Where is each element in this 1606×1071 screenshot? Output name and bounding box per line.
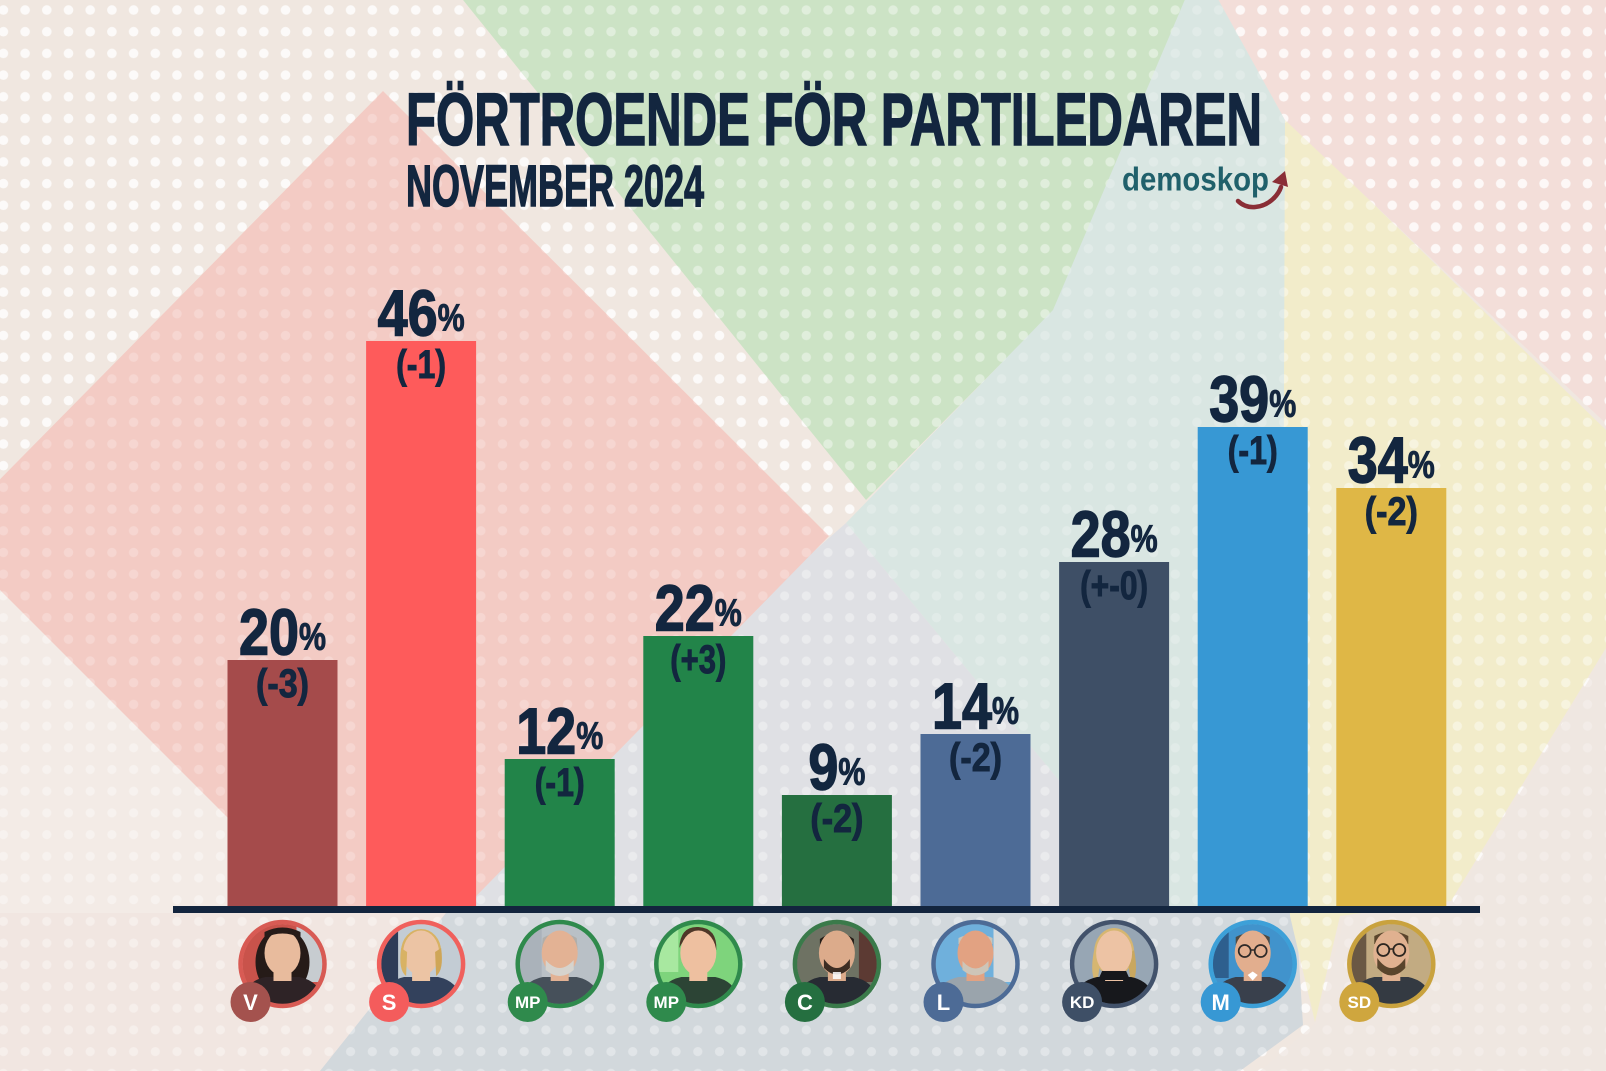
svg-text:20: 20 bbox=[239, 596, 299, 669]
svg-text:(+3): (+3) bbox=[670, 638, 726, 682]
svg-text:MP: MP bbox=[654, 993, 680, 1012]
svg-text:28: 28 bbox=[1071, 498, 1131, 571]
svg-text:%: % bbox=[1131, 519, 1158, 561]
svg-text:46: 46 bbox=[378, 277, 438, 350]
svg-text:12: 12 bbox=[516, 695, 576, 768]
svg-text:22: 22 bbox=[655, 572, 715, 645]
svg-text:NOVEMBER 2024: NOVEMBER 2024 bbox=[406, 154, 704, 219]
svg-text:%: % bbox=[1408, 445, 1435, 487]
svg-text:SD: SD bbox=[1347, 993, 1371, 1012]
svg-text:14: 14 bbox=[932, 670, 992, 743]
svg-text:(+-0): (+-0) bbox=[1080, 564, 1148, 608]
svg-text:%: % bbox=[576, 716, 603, 758]
svg-text:(-2): (-2) bbox=[949, 736, 1002, 780]
svg-text:9: 9 bbox=[808, 731, 838, 804]
svg-text:%: % bbox=[715, 593, 742, 635]
svg-text:%: % bbox=[1269, 384, 1296, 426]
svg-text:FÖRTROENDE FÖR PARTILEDAREN: FÖRTROENDE FÖR PARTILEDAREN bbox=[406, 78, 1262, 161]
svg-text:(-2): (-2) bbox=[810, 797, 863, 841]
svg-text:(-1): (-1) bbox=[396, 343, 446, 387]
svg-text:V: V bbox=[243, 990, 258, 1015]
svg-text:(-3): (-3) bbox=[256, 662, 309, 706]
svg-text:34: 34 bbox=[1348, 424, 1408, 497]
svg-text:(-2): (-2) bbox=[1365, 490, 1418, 534]
svg-text:L: L bbox=[937, 990, 950, 1015]
svg-text:%: % bbox=[299, 617, 326, 659]
svg-text:demoskop: demoskop bbox=[1122, 161, 1269, 198]
svg-text:39: 39 bbox=[1209, 363, 1269, 436]
svg-text:M: M bbox=[1212, 990, 1230, 1015]
svg-text:C: C bbox=[797, 990, 813, 1015]
svg-text:KD: KD bbox=[1070, 993, 1095, 1012]
svg-text:(-1): (-1) bbox=[1228, 429, 1278, 473]
svg-text:S: S bbox=[382, 990, 397, 1015]
svg-text:MP: MP bbox=[515, 993, 541, 1012]
svg-text:(-1): (-1) bbox=[535, 761, 585, 805]
svg-text:%: % bbox=[438, 298, 465, 340]
svg-text:%: % bbox=[838, 752, 865, 794]
svg-text:%: % bbox=[992, 691, 1019, 733]
